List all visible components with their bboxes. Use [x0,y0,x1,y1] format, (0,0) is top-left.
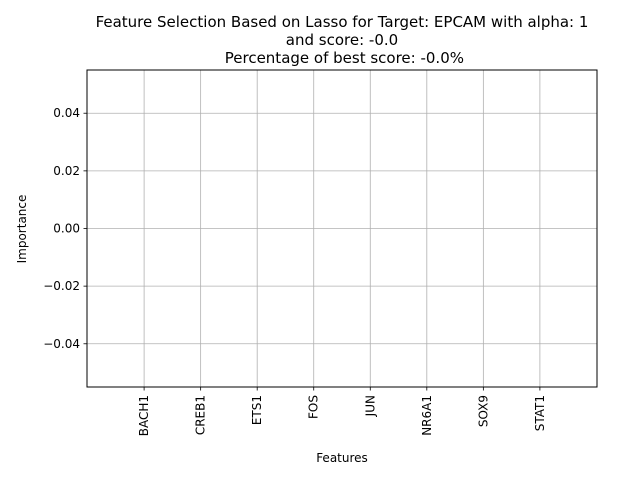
y-tick-label: 0.04 [53,106,80,120]
x-tick-label-fos: FOS [307,395,321,419]
x-tick-label-creb1: CREB1 [194,395,208,435]
y-axis-label: Importance [15,195,29,264]
y-tick-label: 0.00 [53,222,80,236]
x-axis-ticks: BACH1 CREB1 ETS1 FOS JUN NR6A1 SOX9 STAT1 [137,387,547,436]
y-tick-label: −0.04 [43,337,80,351]
chart-title-line-1: Feature Selection Based on Lasso for Tar… [96,13,589,31]
grid-lines [87,70,597,387]
y-tick-label: 0.02 [53,164,80,178]
chart-title-line-2: and score: -0.0 [286,31,398,49]
x-tick-label-ets1: ETS1 [250,395,264,425]
x-tick-label-jun: JUN [363,395,377,417]
x-tick-label-nr6a1: NR6A1 [420,395,434,436]
x-tick-label-sox9: SOX9 [476,395,490,427]
y-tick-label: −0.02 [43,279,80,293]
x-tick-label-bach1: BACH1 [137,395,151,436]
x-tick-label-stat1: STAT1 [533,395,547,431]
x-axis-label: Features [316,451,368,465]
chart-title-line-3: Percentage of best score: -0.0% [220,49,464,67]
y-axis-ticks: −0.04 −0.02 0.00 0.02 0.04 [43,106,87,351]
chart-title: Feature Selection Based on Lasso for Tar… [96,13,589,67]
